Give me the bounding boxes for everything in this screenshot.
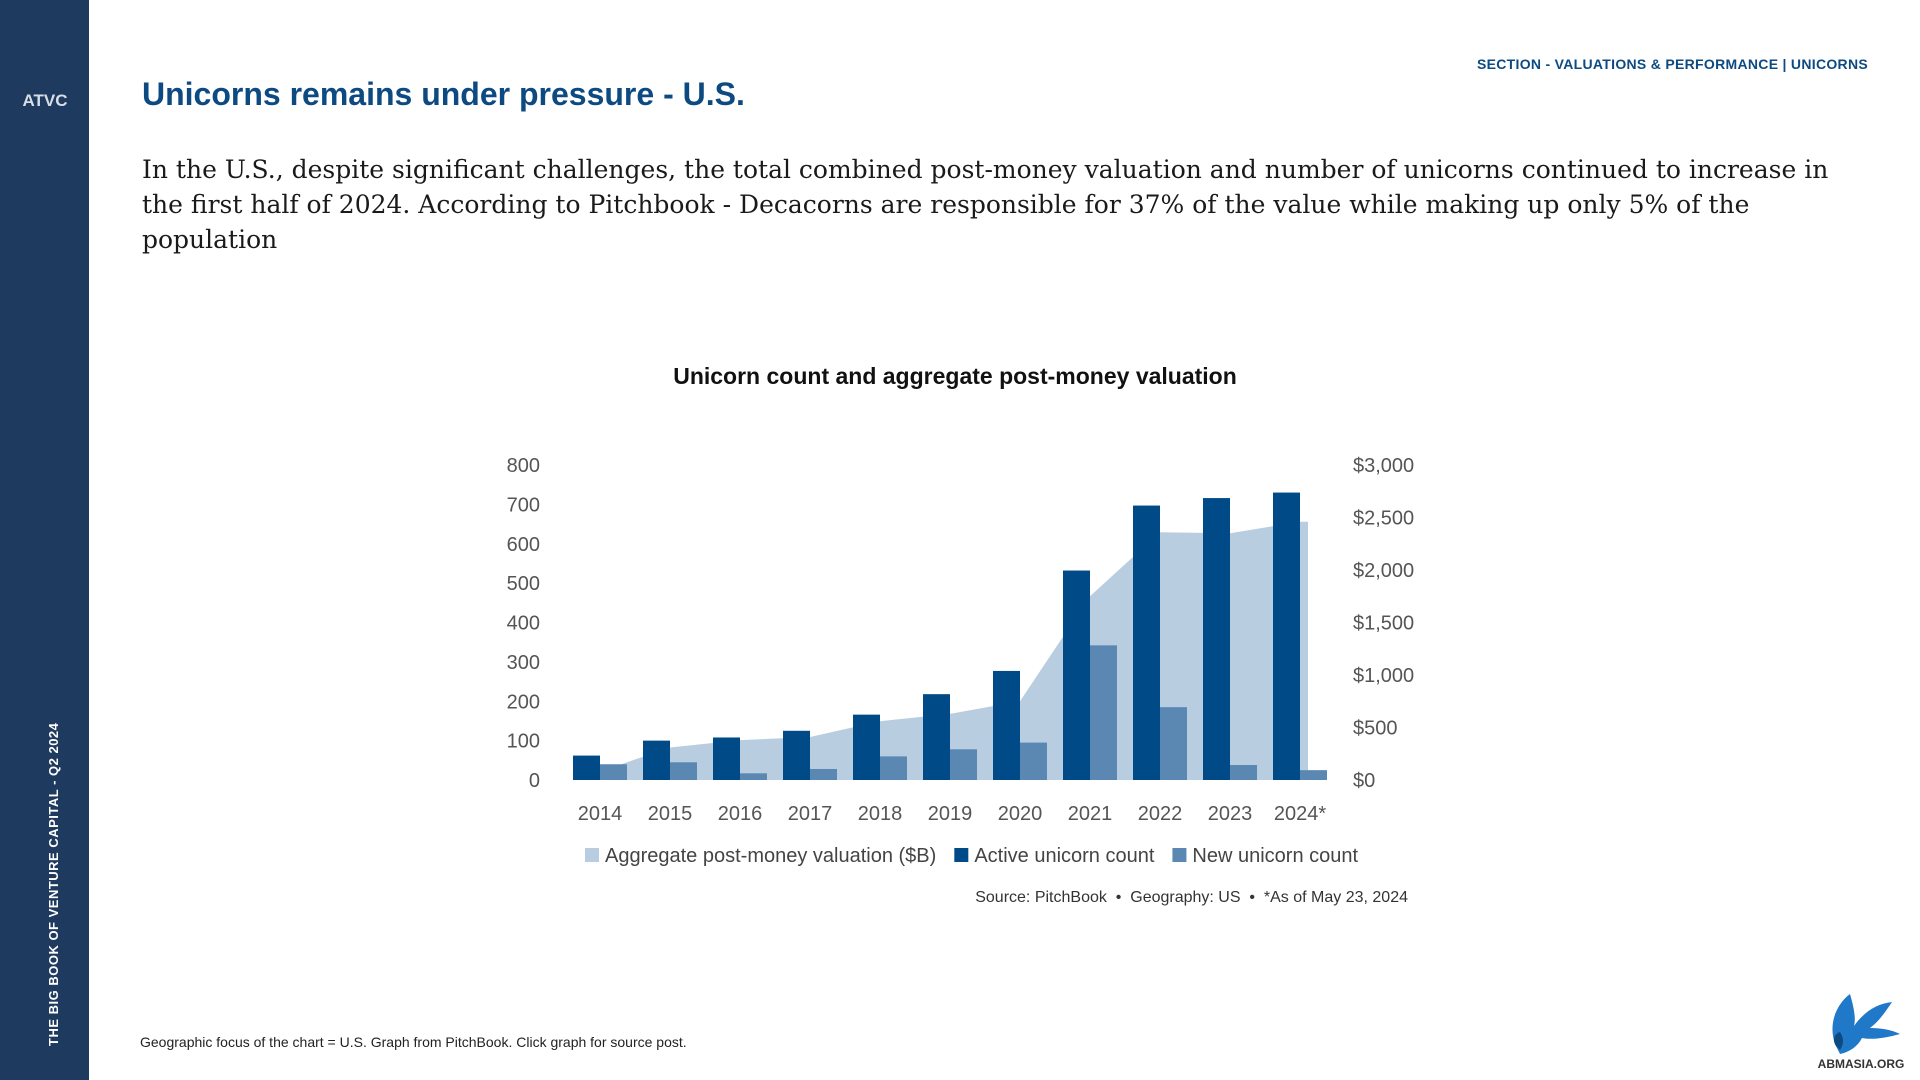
left-axis-tick-label: 500 xyxy=(507,573,540,595)
legend-item[interactable]: Active unicorn count xyxy=(954,845,1155,867)
chart-source-note: Source: PitchBook • Geography: US • *As … xyxy=(975,889,1408,906)
x-tick-label: 2024* xyxy=(1274,803,1326,825)
legend-label: Aggregate post-money valuation ($B) xyxy=(605,845,936,867)
active-unicorn-bar-2024[interactable] xyxy=(1273,492,1300,780)
active-unicorn-bar-2023[interactable] xyxy=(1203,498,1230,780)
x-tick-label: 2017 xyxy=(788,803,833,825)
x-tick-label: 2014 xyxy=(578,803,623,825)
x-tick-label: 2015 xyxy=(648,803,693,825)
page-title: Unicorns remains under pressure - U.S. xyxy=(142,76,745,112)
left-axis-tick-label: 200 xyxy=(507,691,540,713)
sidebar: ATVC THE BIG BOOK OF VENTURE CAPITAL - Q… xyxy=(0,0,89,1080)
left-axis-tick-label: 800 xyxy=(507,455,540,477)
x-tick-label: 2023 xyxy=(1208,803,1253,825)
legend-item[interactable]: Aggregate post-money valuation ($B) xyxy=(585,845,936,867)
eagle-head-icon xyxy=(1833,1032,1843,1050)
chart-title: Unicorn count and aggregate post-money v… xyxy=(673,363,1237,389)
left-axis-tick-label: 400 xyxy=(507,613,540,635)
legend-label: Active unicorn count xyxy=(974,845,1155,867)
abmasia-logo-text: ABMASIA.ORG xyxy=(1818,1057,1905,1071)
new-unicorn-bar-2024[interactable] xyxy=(1300,770,1327,780)
legend-swatch xyxy=(954,848,969,862)
right-axis-tick-label: $1,500 xyxy=(1353,613,1414,635)
new-unicorn-bar-2017[interactable] xyxy=(810,768,837,780)
left-axis-tick-label: 600 xyxy=(507,534,540,556)
intro-paragraph: In the U.S., despite significant challen… xyxy=(142,155,1829,254)
active-unicorn-bar-2017[interactable] xyxy=(783,730,810,780)
left-axis-tick-label: 0 xyxy=(529,770,540,792)
left-axis-tick-label: 100 xyxy=(507,731,540,753)
right-axis-tick-label: $500 xyxy=(1353,718,1398,740)
new-unicorn-bar-2018[interactable] xyxy=(880,756,907,780)
legend-item[interactable]: New unicorn count xyxy=(1172,845,1359,867)
new-unicorn-bar-2016[interactable] xyxy=(740,773,767,780)
legend-swatch xyxy=(585,848,599,862)
right-axis-tick-label: $2,500 xyxy=(1353,508,1414,530)
active-unicorn-bar-2015[interactable] xyxy=(643,740,670,780)
legend-label: New unicorn count xyxy=(1192,845,1358,867)
atvc-logo: ATVC xyxy=(22,91,67,110)
active-unicorn-bar-2014[interactable] xyxy=(573,755,600,780)
left-axis-tick-label: 700 xyxy=(507,494,540,516)
new-unicorn-bar-2021[interactable] xyxy=(1090,645,1117,780)
left-axis-tick-label: 300 xyxy=(507,652,540,674)
x-tick-label: 2016 xyxy=(718,803,763,825)
new-unicorn-bar-2023[interactable] xyxy=(1230,765,1257,780)
unicorn-chart[interactable]: 2014 2015 2016 2017 2018 2019 2020 2021 2022 2023… xyxy=(480,440,1440,920)
eagle-icon xyxy=(1832,994,1900,1054)
footer-note[interactable]: Geographic focus of the chart = U.S. Gra… xyxy=(140,1034,687,1050)
publication-label: THE BIG BOOK OF VENTURE CAPITAL - Q2 202… xyxy=(46,722,61,1046)
active-unicorn-bar-2016[interactable] xyxy=(713,737,740,780)
x-tick-label: 2019 xyxy=(928,803,973,825)
right-axis-tick-label: $1,000 xyxy=(1353,665,1414,687)
active-unicorn-bar-2018[interactable] xyxy=(853,714,880,780)
x-tick-label: 2018 xyxy=(858,803,903,825)
active-unicorn-bar-2020[interactable] xyxy=(993,670,1020,780)
right-axis-tick-label: $3,000 xyxy=(1353,455,1414,477)
active-unicorn-bar-2022[interactable] xyxy=(1133,505,1160,780)
valuation-area xyxy=(592,521,1308,780)
abmasia-logo[interactable]: ABMASIA.ORG xyxy=(1806,968,1916,1072)
right-axis-tick-label: $0 xyxy=(1353,770,1375,792)
legend-swatch xyxy=(1172,848,1187,862)
new-unicorn-bar-2020[interactable] xyxy=(1020,742,1047,780)
x-tick-label: 2021 xyxy=(1068,803,1113,825)
new-unicorn-bar-2015[interactable] xyxy=(670,762,697,780)
active-unicorn-bar-2021[interactable] xyxy=(1063,570,1090,780)
new-unicorn-bar-2019[interactable] xyxy=(950,749,977,780)
active-unicorn-bar-2019[interactable] xyxy=(923,694,950,780)
right-axis-tick-label: $2,000 xyxy=(1353,560,1414,582)
atvc-logo-text: ATVC xyxy=(22,91,67,110)
x-tick-label: 2022 xyxy=(1138,803,1183,825)
new-unicorn-bar-2022[interactable] xyxy=(1160,707,1187,780)
x-tick-label: 2020 xyxy=(998,803,1043,825)
new-unicorn-bar-2014[interactable] xyxy=(600,764,627,780)
section-label: SECTION - VALUATIONS & PERFORMANCE | UNI… xyxy=(1476,56,1868,72)
